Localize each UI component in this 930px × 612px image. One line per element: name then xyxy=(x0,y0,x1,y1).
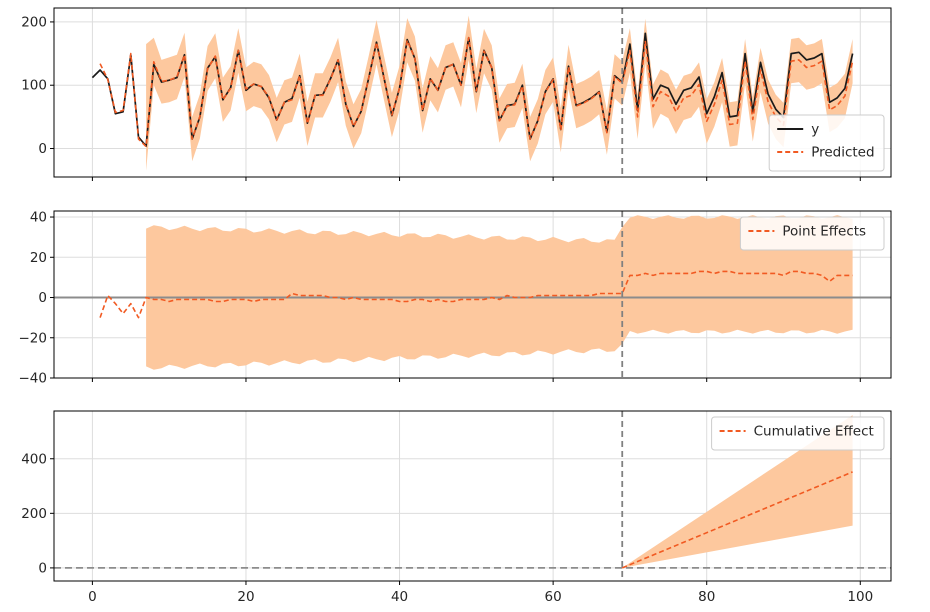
legend-label-0: y xyxy=(811,122,819,138)
ytick-label: 200 xyxy=(21,506,47,522)
legend-1: Point Effects xyxy=(739,216,885,251)
legend-frame xyxy=(739,216,885,251)
xtick-label: 0 xyxy=(88,589,97,605)
confidence-band-1 xyxy=(146,15,853,171)
xtick-label: 20 xyxy=(237,589,254,605)
panel-1: −40 −20 0 20 40 xyxy=(19,210,892,387)
ytick-label: 0 xyxy=(38,290,47,306)
axes-frame-2 xyxy=(53,410,892,582)
xtick-label: 100 xyxy=(847,589,873,605)
ytick-label: 40 xyxy=(30,210,47,226)
panel-0: 0 100 200 xyxy=(21,7,892,181)
axes-frame-1 xyxy=(53,210,892,379)
ytick-label: 0 xyxy=(38,141,47,157)
panel-2: 0 200 400 0 20 40 60 80 100 xyxy=(21,410,892,605)
confidence-band-0 xyxy=(146,215,853,370)
plot-area-2 xyxy=(54,411,891,581)
series-cumulative-effect xyxy=(621,471,853,569)
plot-area-0 xyxy=(91,8,854,177)
legend-label-1: Predicted xyxy=(811,145,874,161)
xtick-label: 80 xyxy=(698,589,715,605)
series-predicted xyxy=(99,36,854,148)
ytick-label: 200 xyxy=(21,14,47,30)
ytick-label: 20 xyxy=(30,250,47,266)
legend-label-0: Cumulative Effect xyxy=(754,424,874,440)
plot-area-1 xyxy=(54,211,891,378)
series-point-effects xyxy=(99,270,853,319)
ytick-label: 0 xyxy=(38,560,47,576)
ytick-label: 100 xyxy=(21,78,47,94)
ytick-label: 400 xyxy=(21,451,47,467)
xtick-label: 40 xyxy=(391,589,408,605)
legend-2: Cumulative Effect xyxy=(711,416,885,451)
legend-frame xyxy=(768,114,885,172)
confidence-band-0 xyxy=(622,415,853,568)
xtick-label: 60 xyxy=(545,589,562,605)
legend-0: y Predicted xyxy=(768,114,885,172)
ytick-label: −20 xyxy=(19,330,48,346)
axes-frame-0 xyxy=(53,7,892,178)
legend-label-0: Point Effects xyxy=(782,224,866,240)
legend-frame xyxy=(711,416,885,451)
ytick-label: −40 xyxy=(19,371,48,387)
